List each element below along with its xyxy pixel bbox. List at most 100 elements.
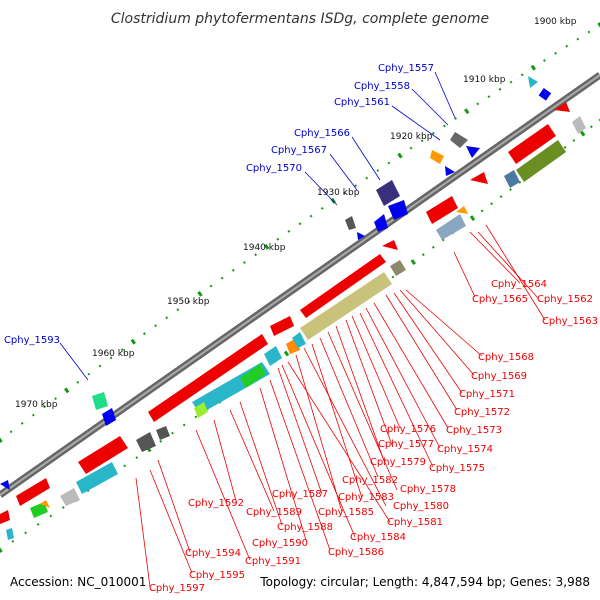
gene-feature	[504, 170, 520, 188]
label-cphy-1586[interactable]: Cphy_1586	[328, 547, 384, 558]
scale-tick	[31, 413, 35, 417]
scale-label-1930: 1930 kbp	[317, 188, 360, 198]
reverse-labels: Cphy_1564 Cphy_1565 Cphy_1562 Cphy_1563 …	[149, 279, 598, 594]
label-cphy-1564[interactable]: Cphy_1564	[491, 279, 547, 290]
label-cphy-1575[interactable]: Cphy_1575	[429, 463, 485, 474]
scale-tick	[597, 22, 600, 28]
scale-tick	[287, 230, 291, 233]
scale-tick	[254, 253, 257, 257]
label-cphy-1565[interactable]: Cphy_1565	[472, 294, 528, 305]
scale-tick	[587, 30, 591, 34]
scale-tick	[554, 51, 557, 55]
gene-feature	[300, 272, 392, 340]
gene-feature	[538, 88, 552, 101]
forward-labels: Cphy_1557 Cphy_1558 Cphy_1561 Cphy_1566 …	[4, 63, 434, 346]
label-cphy-1569[interactable]: Cphy_1569	[471, 371, 527, 382]
label-cphy-1577[interactable]: Cphy_1577	[378, 439, 434, 450]
scale-tick	[464, 108, 470, 115]
label-cphy-1568[interactable]: Cphy_1568	[478, 352, 534, 363]
scale-tick	[76, 380, 80, 384]
label-cphy-1585[interactable]: Cphy_1585	[318, 507, 374, 518]
scale-tick	[187, 300, 191, 304]
label-cphy-1584[interactable]: Cphy_1584	[350, 532, 406, 543]
scale-labels: 1900 kbp 1910 kbp 1920 kbp 1930 kbp 1940…	[15, 17, 577, 410]
gene-feature	[0, 510, 10, 524]
scale-tick	[543, 59, 546, 62]
scale-tick	[397, 152, 403, 159]
label-cphy-1588[interactable]: Cphy_1588	[277, 522, 333, 533]
scale-tick	[391, 275, 395, 279]
label-cphy-1580[interactable]: Cphy_1580	[393, 501, 449, 512]
scale-tick	[283, 350, 290, 357]
gene-feature	[388, 200, 408, 220]
label-cphy-1558[interactable]: Cphy_1558	[354, 81, 410, 92]
label-cphy-1563[interactable]: Cphy_1563	[542, 316, 598, 327]
scale-tick	[409, 146, 413, 150]
label-cphy-1589[interactable]: Cphy_1589	[246, 507, 302, 518]
scale-tick	[499, 195, 503, 198]
label-cphy-1574[interactable]: Cphy_1574	[437, 444, 493, 455]
label-cphy-1582[interactable]: Cphy_1582	[342, 475, 398, 486]
label-cphy-1579[interactable]: Cphy_1579	[370, 457, 426, 468]
gene-feature	[156, 426, 170, 440]
scale-tick	[171, 431, 174, 435]
scale-tick	[165, 316, 169, 320]
scale-tick	[54, 397, 57, 400]
scale-tick	[9, 430, 13, 434]
scale-tick	[509, 80, 513, 84]
label-cphy-1576[interactable]: Cphy_1576	[380, 424, 436, 435]
label-cphy-1594[interactable]: Cphy_1594	[185, 548, 241, 559]
label-cphy-1572[interactable]: Cphy_1572	[454, 407, 510, 418]
gene-feature	[445, 166, 455, 176]
map-title: Clostridium phytofermentans ISDg, comple…	[111, 11, 489, 27]
gene-feature	[16, 478, 50, 506]
label-cphy-1567[interactable]: Cphy_1567	[271, 145, 327, 156]
label-cphy-1591[interactable]: Cphy_1591	[245, 556, 301, 567]
scale-label-1940: 1940 kbp	[243, 243, 286, 253]
scale-label-1970: 1970 kbp	[15, 400, 58, 410]
gene-feature	[264, 346, 282, 366]
gene-feature	[60, 488, 80, 506]
scale-tick	[431, 131, 435, 135]
gene-feature	[92, 392, 108, 410]
label-cphy-1557[interactable]: Cphy_1557	[378, 63, 434, 74]
gene-feature	[426, 196, 458, 224]
gene-feature	[78, 436, 128, 474]
scale-tick	[20, 422, 24, 425]
label-cphy-1590[interactable]: Cphy_1590	[252, 538, 308, 549]
scale-tick	[130, 338, 136, 345]
label-cphy-1581[interactable]: Cphy_1581	[387, 517, 443, 528]
scale-label-1960: 1960 kbp	[92, 349, 135, 359]
label-cphy-1562[interactable]: Cphy_1562	[537, 294, 593, 305]
label-cphy-1597[interactable]: Cphy_1597	[149, 583, 205, 594]
label-cphy-1583[interactable]: Cphy_1583	[338, 492, 394, 503]
label-cphy-1592[interactable]: Cphy_1592	[188, 498, 244, 509]
scale-tick	[264, 243, 270, 250]
scale-tick	[143, 332, 146, 336]
scale-tick	[209, 284, 213, 288]
scale-tick	[231, 268, 235, 272]
gene-feature	[30, 502, 48, 518]
label-cphy-1566[interactable]: Cphy_1566	[294, 128, 350, 139]
scale-tick	[182, 423, 186, 427]
gene-feature	[300, 254, 386, 318]
accession-text: Accession: NC_010001	[10, 575, 146, 589]
label-cphy-1595[interactable]: Cphy_1595	[189, 570, 245, 581]
forward-connectors	[59, 71, 456, 381]
label-cphy-1570[interactable]: Cphy_1570	[246, 163, 302, 174]
label-cphy-1573[interactable]: Cphy_1573	[446, 425, 502, 436]
reverse-features	[0, 102, 586, 540]
gene-feature	[528, 76, 538, 88]
label-cphy-1593[interactable]: Cphy_1593	[4, 335, 60, 346]
label-cphy-1561[interactable]: Cphy_1561	[334, 97, 390, 108]
scale-tick	[487, 95, 491, 98]
gene-feature	[572, 116, 586, 134]
label-cphy-1587[interactable]: Cphy_1587	[272, 489, 328, 500]
scale-tick	[109, 356, 113, 360]
scale-tick	[159, 439, 163, 443]
genome-summary-text: Topology: circular; Length: 4,847,594 bp…	[259, 575, 590, 589]
gene-feature	[456, 206, 468, 214]
label-cphy-1571[interactable]: Cphy_1571	[459, 389, 515, 400]
scale-tick	[498, 87, 502, 91]
label-cphy-1578[interactable]: Cphy_1578	[400, 484, 456, 495]
